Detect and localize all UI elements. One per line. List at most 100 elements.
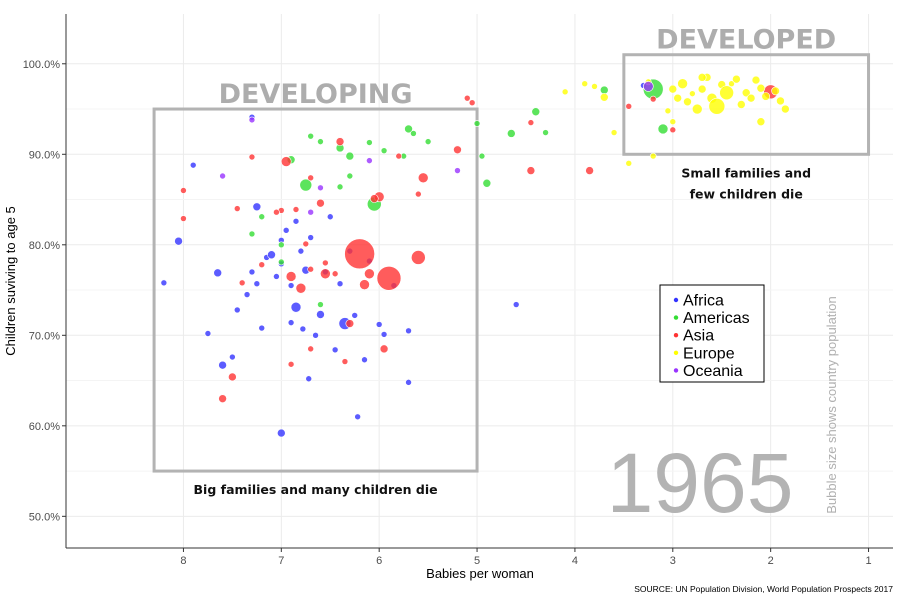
point-oceania xyxy=(317,184,324,192)
point-asia xyxy=(302,240,310,248)
point-africa xyxy=(326,213,334,221)
region-caption: few children die xyxy=(690,186,803,201)
legend-swatch-asia xyxy=(673,333,679,338)
point-africa xyxy=(273,273,280,280)
y-tick-label: 100.0% xyxy=(23,59,61,71)
point-europe xyxy=(664,107,672,115)
point-africa xyxy=(354,413,361,421)
tick-labels: 8 7 6 5 4 3 2 1 50.0% 60.0% 70.0% 80.0% 90.0% 100.0% xyxy=(23,59,872,567)
point-africa xyxy=(331,346,339,354)
point-africa xyxy=(253,280,261,288)
point-asia xyxy=(335,137,345,146)
point-asia xyxy=(463,94,471,102)
point-asia xyxy=(526,166,536,175)
point-europe xyxy=(728,80,735,87)
point-americas xyxy=(657,123,669,135)
point-americas xyxy=(404,124,413,134)
point-europe xyxy=(669,118,677,126)
point-africa xyxy=(405,379,412,386)
point-africa xyxy=(299,325,307,333)
point-africa xyxy=(307,234,314,241)
point-americas xyxy=(317,301,324,308)
point-europe xyxy=(776,96,785,106)
point-africa xyxy=(287,282,295,289)
x-tick-label: 5 xyxy=(474,555,480,567)
point-europe xyxy=(691,103,703,115)
point-africa xyxy=(405,327,412,335)
point-africa xyxy=(287,319,295,326)
x-tick-label: 7 xyxy=(278,555,284,567)
point-oceania xyxy=(219,172,226,180)
point-africa xyxy=(204,330,212,337)
point-americas xyxy=(336,183,344,191)
point-americas xyxy=(507,129,516,138)
legend-swatch-oceania xyxy=(673,368,679,373)
point-americas xyxy=(478,152,486,160)
point-asia xyxy=(359,279,370,290)
point-africa xyxy=(512,301,520,308)
point-africa xyxy=(305,375,313,383)
point-africa xyxy=(297,247,305,255)
point-americas xyxy=(317,138,324,145)
point-oceania xyxy=(307,208,314,216)
point-europe xyxy=(741,88,751,98)
x-tick-label: 2 xyxy=(768,555,774,567)
point-americas xyxy=(278,241,285,249)
point-africa xyxy=(277,428,286,438)
point-asia xyxy=(307,174,314,182)
region-caption: Big families and many children die xyxy=(194,482,438,497)
point-asia xyxy=(649,95,657,103)
point-asia xyxy=(417,172,429,184)
y-tick-label: 60.0% xyxy=(29,421,60,433)
y-tick-label: 50.0% xyxy=(29,511,60,523)
point-oceania xyxy=(248,116,256,124)
point-asia xyxy=(233,205,241,212)
point-africa xyxy=(380,331,388,338)
point-americas xyxy=(542,129,549,136)
point-asia xyxy=(280,156,292,167)
point-asia xyxy=(320,268,331,280)
point-europe xyxy=(708,98,726,115)
y-tick-label: 80.0% xyxy=(29,240,60,252)
point-asia xyxy=(307,265,314,273)
point-oceania xyxy=(454,167,461,174)
point-africa xyxy=(375,321,383,328)
y-axis-title: Children suviving to age 5 xyxy=(3,206,18,356)
y-tick-label: 70.0% xyxy=(29,330,60,342)
point-africa xyxy=(336,280,344,288)
point-europe xyxy=(581,80,589,87)
point-europe xyxy=(561,88,569,96)
point-africa xyxy=(351,312,359,319)
point-asia xyxy=(625,103,633,110)
x-tick-label: 4 xyxy=(572,555,578,567)
legend-label-africa: Africa xyxy=(683,293,724,310)
point-europe xyxy=(599,92,609,102)
point-europe xyxy=(756,83,766,93)
point-europe xyxy=(746,93,756,103)
point-europe xyxy=(771,86,780,96)
legend-label-asia: Asia xyxy=(683,328,714,345)
point-asia xyxy=(180,187,187,194)
point-africa xyxy=(248,268,256,276)
legend-label-americas: Americas xyxy=(683,310,750,327)
point-africa xyxy=(290,301,302,313)
legend-swatch-europe xyxy=(673,350,679,355)
point-africa xyxy=(282,227,290,234)
point-africa xyxy=(174,236,183,246)
point-asia xyxy=(180,215,187,222)
point-europe xyxy=(649,152,657,160)
point-europe xyxy=(697,84,707,94)
region-boxes xyxy=(152,53,871,473)
point-asia xyxy=(331,270,339,278)
point-europe xyxy=(761,92,771,101)
point-asia xyxy=(218,394,227,403)
point-europe xyxy=(697,73,707,82)
point-americas xyxy=(410,130,417,137)
point-asia xyxy=(376,265,402,291)
point-africa xyxy=(189,161,197,169)
point-americas xyxy=(366,139,373,146)
bubble-size-note: Bubble size shows country population xyxy=(824,296,839,514)
point-europe xyxy=(737,100,746,109)
point-asia xyxy=(415,190,422,198)
